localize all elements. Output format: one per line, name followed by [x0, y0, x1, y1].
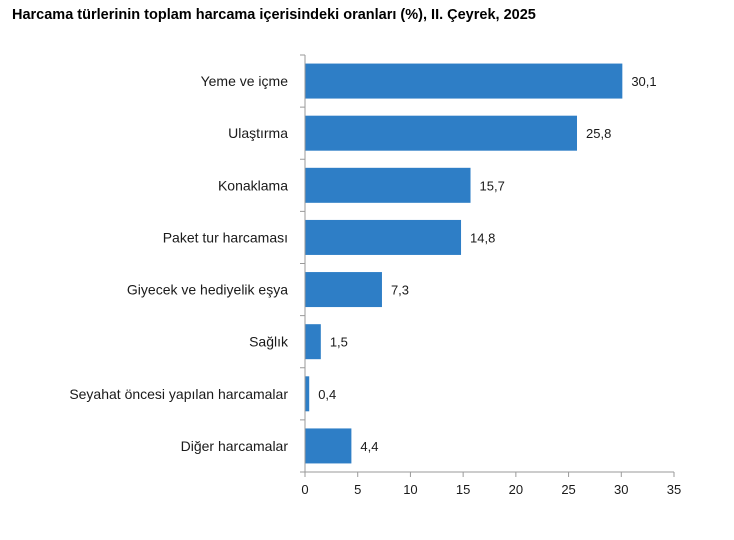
category-label: Konaklama	[218, 177, 288, 193]
category-label: Diğer harcamalar	[181, 438, 289, 454]
data-label: 14,8	[470, 230, 495, 245]
x-tick-label: 25	[561, 482, 575, 497]
x-tick-label: 30	[614, 482, 628, 497]
bar	[305, 63, 623, 99]
data-label: 0,4	[318, 387, 336, 402]
bar	[305, 324, 321, 360]
data-label: 7,3	[391, 283, 409, 298]
bar	[305, 115, 578, 151]
x-tick-label: 5	[354, 482, 361, 497]
bars-layer: Yeme ve içme 30,1 Ulaştırma 25,8 Konaklama 15…	[69, 63, 657, 464]
bar	[305, 272, 382, 308]
x-tick-label: 20	[509, 482, 523, 497]
data-label: 1,5	[330, 335, 348, 350]
x-tick-label: 35	[667, 482, 681, 497]
bar	[305, 428, 352, 464]
chart-title: Harcama türlerinin toplam harcama içeris…	[12, 7, 536, 23]
bar	[305, 376, 310, 412]
bar	[305, 219, 462, 255]
category-label: Giyecek ve hediyelik eşya	[127, 282, 288, 298]
category-label: Paket tur harcaması	[163, 229, 288, 245]
x-tick-label: 0	[301, 482, 308, 497]
x-tick-label: 15	[456, 482, 470, 497]
data-label: 25,8	[586, 126, 611, 141]
category-label: Ulaştırma	[228, 125, 288, 141]
data-label: 30,1	[631, 74, 656, 89]
x-tick-label: 10	[403, 482, 417, 497]
category-label: Seyahat öncesi yapılan harcamalar	[69, 386, 288, 402]
category-label: Sağlık	[249, 334, 289, 350]
category-label: Yeme ve içme	[201, 73, 289, 89]
data-label: 4,4	[360, 439, 378, 454]
data-label: 15,7	[480, 178, 505, 193]
axis-layer: 0 5 10 15 20 25 30 35	[300, 54, 681, 497]
bar	[305, 167, 471, 203]
